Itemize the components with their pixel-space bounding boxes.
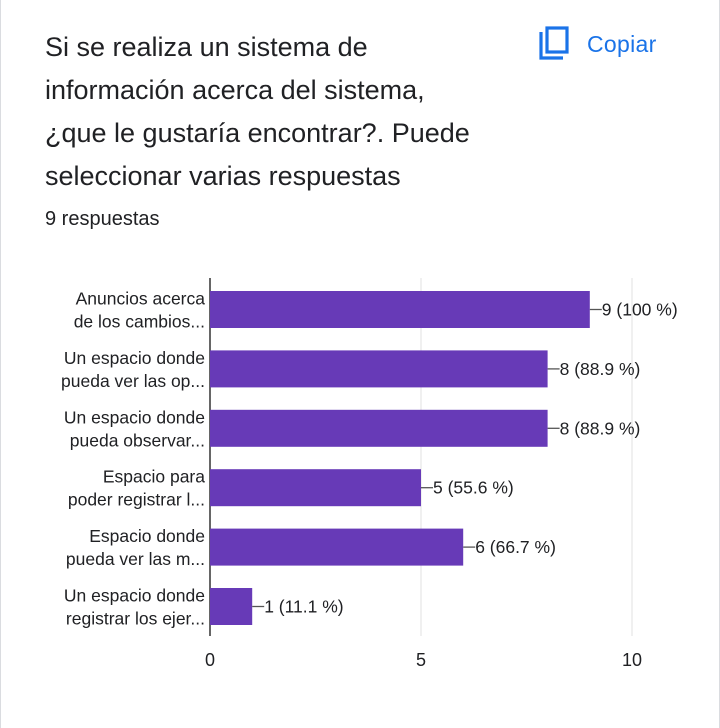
gridlines [209, 278, 633, 636]
bar [210, 469, 421, 507]
category-label-line: pueda ver las m... [66, 549, 205, 569]
category-label-line: Espacio donde [89, 526, 205, 546]
category-label: Espacio donde pueda ver las m... [66, 526, 205, 569]
category-label-line: pueda ver las op... [61, 371, 205, 391]
bar [210, 528, 464, 566]
category-label-line: Espacio para [103, 467, 205, 487]
data-label: 1 (11.1 %) [264, 597, 343, 617]
copy-label: Copiar [587, 30, 657, 57]
x-axis-ticks: 0 5 10 [205, 650, 642, 670]
category-label-line: Un espacio donde [64, 348, 205, 368]
category-label-line: poder registrar l... [68, 490, 205, 510]
category-label-line: pueda observar... [70, 430, 205, 450]
data-label: 6 (66.7 %) [475, 537, 556, 557]
question-title: Si se realiza un sistema de información … [45, 32, 470, 191]
category-label-line: de los cambios... [74, 312, 205, 332]
bar [210, 588, 253, 625]
category-labels: Anuncios acerca de los cambios... Un espac… [61, 289, 205, 629]
copy-icon [539, 26, 569, 60]
response-count: 9 respuestas [45, 208, 160, 230]
category-label-line: Anuncios acerca [76, 289, 206, 309]
copy-button[interactable]: Copiar [537, 22, 657, 66]
data-label: 5 (55.6 %) [433, 478, 514, 498]
bar [210, 350, 548, 388]
bars: 9 (100 %) 8 (88.9 %) 8 (88.9 %) 5 (55.6 %) 6… [210, 291, 678, 625]
category-label-line: Un espacio donde [64, 586, 205, 606]
x-tick-label: 5 [416, 650, 426, 670]
data-label: 9 (100 %) [602, 300, 678, 320]
x-tick-label: 0 [205, 650, 215, 670]
category-label: Espacio para poder registrar l... [68, 467, 205, 510]
category-label: Un espacio donde registrar los ejer... [64, 586, 205, 629]
category-label: Un espacio donde pueda ver las op... [61, 348, 205, 391]
data-label: 8 (88.9 %) [560, 418, 641, 438]
category-label-line: Un espacio donde [64, 407, 205, 427]
bar [210, 409, 548, 447]
bar [210, 291, 590, 328]
category-label-line: registrar los ejer... [66, 609, 205, 629]
category-label: Anuncios acerca de los cambios... [74, 289, 206, 332]
data-label: 8 (88.9 %) [560, 359, 641, 379]
x-tick-label: 10 [622, 650, 642, 670]
category-label: Un espacio donde pueda observar... [64, 407, 205, 450]
